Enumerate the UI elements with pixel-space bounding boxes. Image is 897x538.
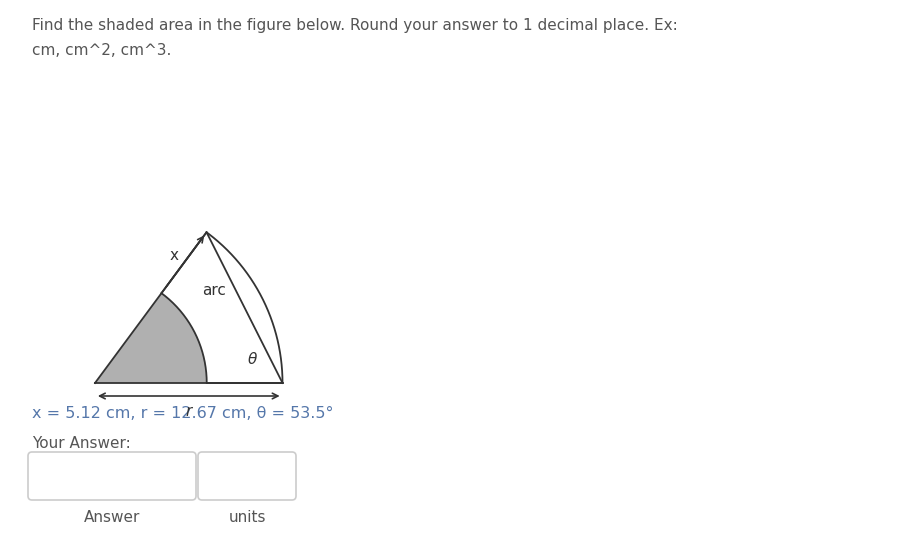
Text: cm, cm^2, cm^3.: cm, cm^2, cm^3.	[32, 43, 171, 58]
Text: x: x	[170, 248, 179, 263]
Text: x = 5.12 cm, r = 12.67 cm, θ = 53.5°: x = 5.12 cm, r = 12.67 cm, θ = 53.5°	[32, 406, 334, 421]
Polygon shape	[95, 293, 206, 383]
Text: units: units	[228, 510, 266, 525]
Text: Find the shaded area in the figure below. Round your answer to 1 decimal place. : Find the shaded area in the figure below…	[32, 18, 678, 33]
Text: Answer: Answer	[83, 510, 140, 525]
Text: arc: arc	[203, 284, 226, 299]
FancyBboxPatch shape	[198, 452, 296, 500]
Text: θ: θ	[248, 352, 257, 367]
FancyBboxPatch shape	[28, 452, 196, 500]
Text: r: r	[186, 404, 192, 419]
Text: Your Answer:: Your Answer:	[32, 436, 131, 451]
